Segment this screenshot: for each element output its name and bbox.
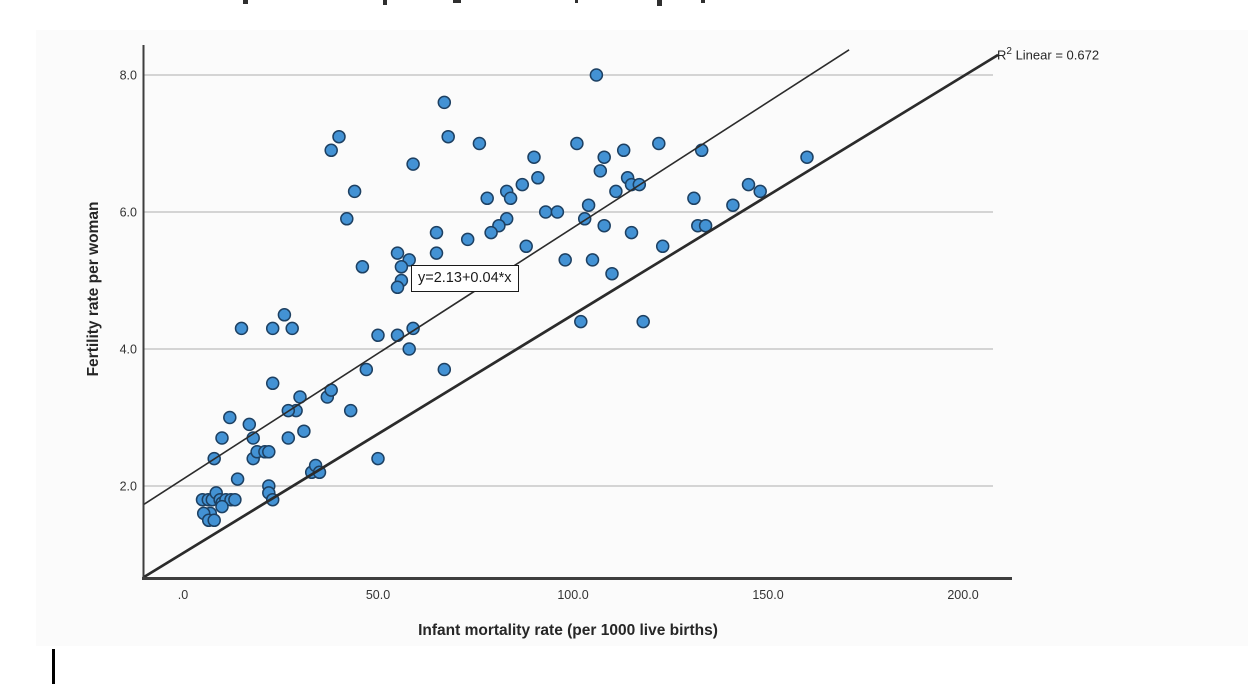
cropped-text-fragment (657, 0, 662, 6)
svg-text:8.0: 8.0 (120, 69, 137, 83)
svg-text:150.0: 150.0 (752, 588, 783, 602)
svg-text:2.0: 2.0 (120, 480, 137, 494)
cropped-text-fragment (243, 0, 248, 4)
axes (142, 45, 1012, 580)
r2-base: R (997, 47, 1007, 63)
x-axis-title: Infant mortality rate (per 1000 live bir… (418, 622, 718, 639)
cropped-text-fragment (701, 0, 705, 3)
gridlines (144, 74, 993, 487)
regression-equation-label: y=2.13+0.04*x (411, 265, 519, 292)
r-squared-annotation: R2 Linear = 0.672 (997, 46, 1099, 62)
fit-lines (142, 49, 999, 579)
svg-text:200.0: 200.0 (947, 588, 978, 602)
cropped-text-fragment (383, 0, 387, 5)
y-axis-title: Fertility rate per woman (85, 201, 102, 377)
cropped-text-fragment (453, 0, 461, 3)
scatter-points (195, 68, 814, 528)
svg-text:50.0: 50.0 (366, 588, 390, 602)
svg-text:6.0: 6.0 (120, 206, 137, 220)
tick-labels: 2.0 4.0 6.0 8.0 .0 50.0 100.0 150.0 200.0 (120, 69, 979, 603)
svg-text:.0: .0 (178, 588, 188, 602)
cropped-text-fragment (575, 0, 578, 3)
svg-text:4.0: 4.0 (120, 343, 137, 357)
svg-text:100.0: 100.0 (557, 588, 588, 602)
text-cursor[interactable] (52, 649, 55, 684)
r2-superscript: 2 (1006, 46, 1012, 57)
r2-value-text: Linear = 0.672 (1011, 47, 1100, 63)
chart-figure-panel[interactable] (36, 30, 1248, 646)
